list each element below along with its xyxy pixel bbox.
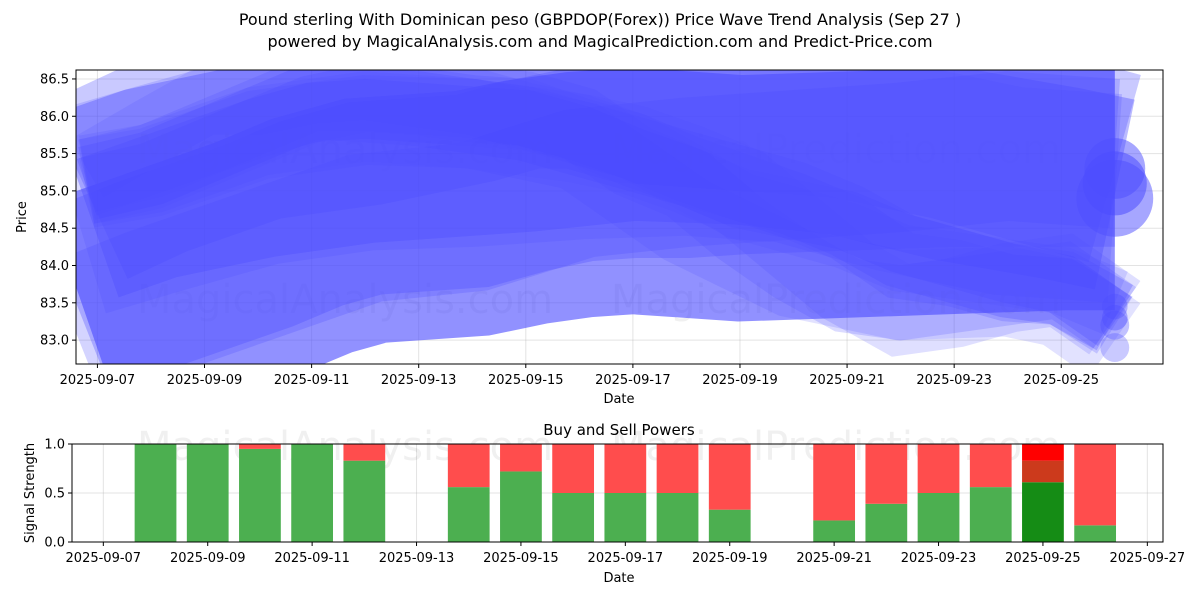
buy-power-bar [343,460,386,542]
power-y-tick-label: 0.0 [44,536,65,551]
power-bars [134,444,1117,542]
price-x-tick-label: 2025-09-21 [809,373,885,388]
price-x-tick-label: 2025-09-09 [167,373,243,388]
price-y-tick-label: 83.5 [40,296,69,311]
sell-power-bar [813,444,856,521]
price-y-axis-label: Price [15,201,30,233]
sell-power-bar-strong [1022,444,1064,461]
sell-power-bar [1074,444,1117,526]
sell-power-bar [604,444,647,493]
price-y-tick-label: 86.0 [40,110,69,125]
buy-power-bar [1022,482,1064,542]
buy-power-bar [500,471,542,542]
sell-power-bar [500,444,542,472]
sell-power-bar [447,444,490,488]
buy-power-bar [917,493,960,542]
buy-power-bar [447,487,490,542]
buy-power-bar [239,448,281,542]
power-y-axis-label: Signal Strength [23,443,38,543]
buy-power-bar [969,487,1012,542]
price-x-tick-label: 2025-09-19 [702,373,778,388]
price-x-tick-label: 2025-09-13 [381,373,457,388]
price-x-axis-label: Date [603,392,634,407]
price-plot-frame [75,69,1164,365]
power-x-tick-label: 2025-09-23 [901,551,977,566]
sell-power-bar [1022,460,1064,483]
sell-power-bar [969,444,1012,488]
price-x-tick-label: 2025-09-15 [488,373,564,388]
power-x-tick-label: 2025-09-09 [170,551,246,566]
price-x-tick-label: 2025-09-23 [916,373,992,388]
wave-end-marker [1102,304,1128,331]
buy-power-bar [813,520,856,542]
buy-power-bar [1074,525,1117,542]
price-x-tick-label: 2025-09-17 [595,373,671,388]
buy-power-bar [134,444,177,542]
power-x-tick-label: 2025-09-19 [692,551,768,566]
price-x-tick-label: 2025-09-25 [1023,373,1099,388]
power-x-tick-label: 2025-09-21 [796,551,872,566]
price-y-tick-label: 86.5 [40,72,69,87]
sell-power-bar [343,444,386,461]
power-x-tick-label: 2025-09-27 [1110,551,1186,566]
wave-series-line [76,71,1121,364]
chart-title-line-2: powered by MagicalAnalysis.com and Magic… [267,32,933,51]
power-x-axis: 2025-09-07 2025-09-09 2025-09-11 2025-09-13… [66,542,1186,566]
wave-series-line [76,70,1115,364]
price-x-tick-label: 2025-09-11 [274,373,350,388]
power-y-tick-label: 1.0 [44,438,65,453]
price-chart: MagicalAnalysis.com MagicalPrediction.co… [15,69,1164,407]
price-x-tick-label: 2025-09-07 [60,373,136,388]
sell-power-bar [865,444,908,504]
sell-power-bar [552,444,595,493]
price-y-tick-label: 84.0 [40,259,69,274]
price-x-axis: 2025-09-07 2025-09-09 2025-09-11 2025-09-13… [60,364,1099,388]
price-y-tick-label: 83.0 [40,334,69,349]
wave-series-line [79,71,1141,357]
power-x-tick-label: 2025-09-13 [379,551,455,566]
buy-power-bar [291,444,334,542]
power-y-axis: 0.0 0.5 1.0 [44,438,72,551]
power-chart-title: Buy and Sell Powers [543,421,695,439]
wave-end-marker [1102,293,1128,320]
sell-power-bar [656,444,699,493]
power-x-tick-label: 2025-09-11 [274,551,350,566]
price-y-tick-label: 85.5 [40,147,69,162]
power-y-tick-label: 0.5 [44,487,65,502]
wave-end-marker [1082,151,1147,216]
price-waves [76,70,1154,364]
wave-series-line [79,75,1141,364]
buy-power-bar [604,493,647,542]
power-chart: Buy and Sell Powers MagicalAnalysis.com … [23,421,1185,586]
sell-power-bar [239,444,281,449]
power-x-axis-label: Date [603,571,634,586]
price-y-tick-label: 84.5 [40,222,69,237]
wave-end-marker [1100,310,1130,340]
buy-power-bar [656,493,699,542]
price-y-tick-label: 85.0 [40,184,69,199]
buy-power-bar [708,509,751,542]
power-x-tick-label: 2025-09-15 [483,551,559,566]
chart-title-line-1: Pound sterling With Dominican peso (GBPD… [238,10,962,29]
buy-power-bar [865,503,908,542]
power-x-tick-label: 2025-09-17 [588,551,664,566]
sell-power-bar [917,444,960,493]
wave-end-marker [1100,333,1130,362]
buy-power-bar [552,493,595,542]
power-x-tick-label: 2025-09-07 [66,551,142,566]
price-y-axis: 83.0 83.5 84.0 84.5 85.0 85.5 86.0 86.5 [40,72,76,349]
power-x-tick-label: 2025-09-25 [1005,551,1081,566]
sell-power-bar [708,444,751,510]
buy-power-bar [186,444,229,542]
